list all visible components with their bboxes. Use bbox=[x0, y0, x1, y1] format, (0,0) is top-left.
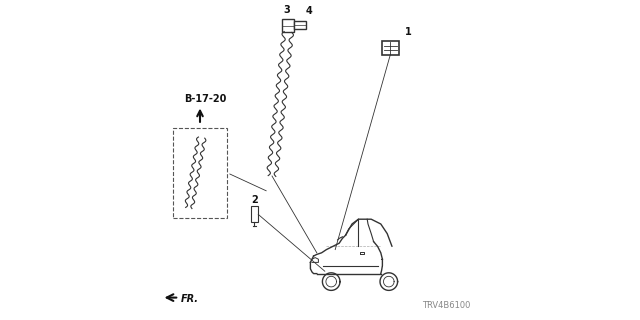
Bar bbox=[282, 19, 294, 32]
Text: 3: 3 bbox=[283, 5, 290, 15]
Text: 1: 1 bbox=[405, 27, 412, 37]
Bar bbox=[251, 206, 259, 222]
Bar bbox=[173, 128, 227, 218]
Text: TRV4B6100: TRV4B6100 bbox=[422, 301, 470, 310]
Text: FR.: FR. bbox=[181, 294, 199, 304]
Bar bbox=[294, 21, 306, 29]
Text: 4: 4 bbox=[306, 6, 312, 16]
Text: 2: 2 bbox=[251, 195, 258, 205]
Text: B-17-20: B-17-20 bbox=[184, 94, 227, 104]
FancyBboxPatch shape bbox=[382, 41, 399, 55]
